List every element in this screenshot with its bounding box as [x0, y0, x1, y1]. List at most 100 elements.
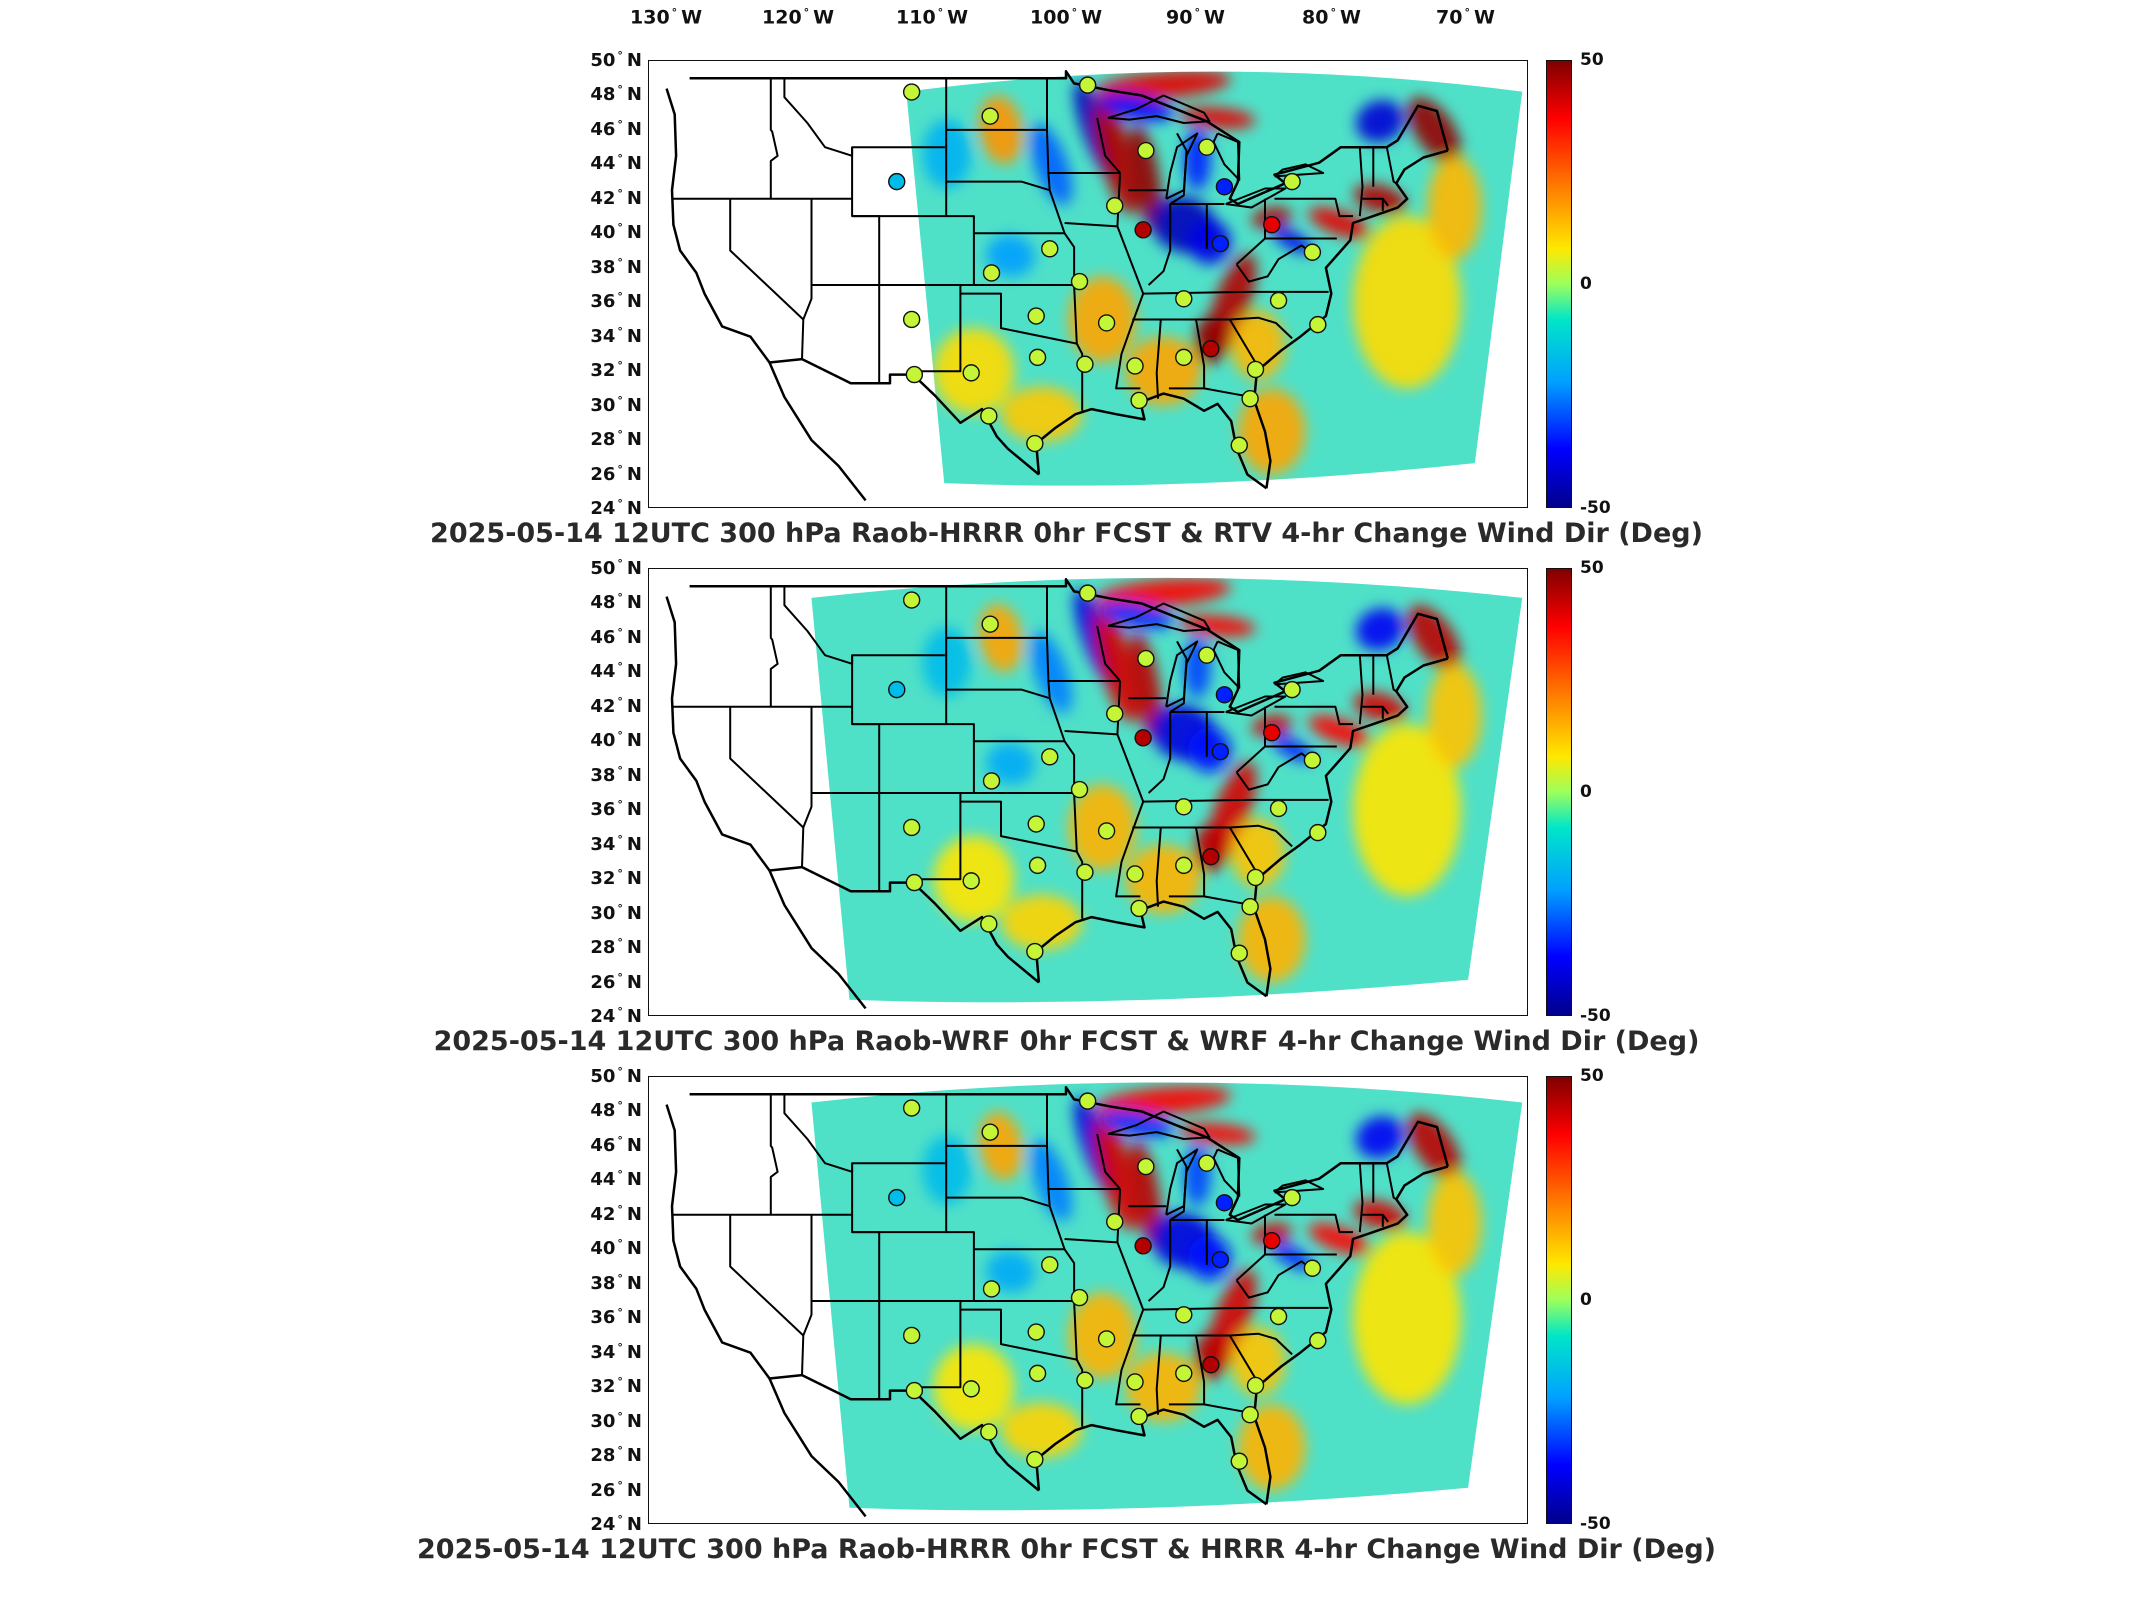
latitude-degree: 30 [590, 1410, 616, 1432]
colorbar [1546, 60, 1572, 508]
latitude-hemisphere: N [626, 1445, 642, 1467]
raob-station-marker [888, 680, 906, 699]
raob-station-marker [905, 365, 924, 384]
mexico-border [769, 357, 1040, 476]
latitude-label: 38 ° N [552, 1272, 642, 1294]
longitude-degree: 70 [1436, 6, 1463, 29]
field-anomaly [1308, 1223, 1371, 1255]
raob-station-marker [1230, 1452, 1248, 1470]
state-border [946, 1196, 1050, 1208]
latitude-degree: 34 [590, 833, 616, 855]
raob-station-marker [1175, 348, 1193, 367]
raob-station-marker [1175, 1306, 1193, 1324]
latitude-hemisphere: N [626, 1134, 642, 1156]
field-anomaly [1183, 128, 1211, 191]
state-border [1358, 147, 1364, 217]
state-border [1235, 745, 1266, 774]
latitude-degree: 40 [590, 730, 616, 752]
latitude-degree: 50 [590, 1066, 616, 1087]
west-coastline [665, 88, 771, 364]
latitude-label: 26 ° N [552, 463, 642, 485]
colorbar-min-label: -50 [1580, 1514, 1611, 1534]
latitude-label: 34 ° N [552, 325, 642, 347]
state-border [1073, 284, 1084, 411]
latitude-degree: 26 [590, 971, 616, 993]
raob-station-marker [1303, 751, 1322, 769]
latitude-degree: 32 [590, 360, 616, 382]
degree-symbol: ° [617, 49, 623, 62]
raob-station-marker [1070, 1288, 1089, 1307]
field-anomaly [1029, 1139, 1073, 1222]
longitude-label: 120 ° W [762, 6, 834, 28]
state-border [1064, 1238, 1118, 1244]
raob-station-marker [1269, 1307, 1288, 1326]
state-border [1168, 1335, 1206, 1406]
field-anomaly [1187, 1235, 1232, 1281]
raob-station-marker [980, 915, 998, 933]
panel-title: 2025-05-14 12UTC 300 hPa Raob-HRRR 0hr F… [430, 518, 1703, 549]
latitude-label: 28 ° N [552, 1444, 642, 1466]
raob-station-marker [1215, 178, 1234, 196]
degree-symbol: ° [617, 798, 623, 812]
baja-coastline [768, 1378, 867, 1518]
degree-symbol: ° [617, 255, 623, 269]
latitude-degree: 36 [590, 1307, 616, 1329]
degree-symbol: ° [617, 1375, 623, 1389]
degree-symbol: ° [617, 1478, 623, 1492]
latitude-degree: 40 [590, 222, 616, 244]
longitude-label: 110 ° W [896, 6, 968, 28]
state-border [1073, 1300, 1084, 1427]
latitude-label: 48 ° N [552, 1099, 642, 1121]
state-border [945, 78, 975, 285]
raob-station-marker [905, 873, 924, 892]
state-border [1096, 1133, 1121, 1190]
latitude-degree: 24 [590, 1006, 616, 1027]
degree-symbol: ° [617, 462, 623, 476]
latitude-label: 24 ° N [552, 497, 642, 519]
state-border [1229, 316, 1293, 340]
field-anomaly [1093, 97, 1139, 215]
raob-station-marker [902, 591, 921, 609]
colorbar-max-label: 50 [1580, 1066, 1604, 1086]
field-anomaly [1237, 388, 1306, 475]
raob-station-marker [902, 818, 921, 837]
raob-station-marker [1041, 240, 1059, 258]
colorbar-mid-label: 0 [1580, 1290, 1592, 1310]
field-anomaly [1231, 310, 1286, 380]
raob-station-marker [1106, 197, 1124, 215]
raob-station-marker [1283, 172, 1301, 191]
latitude-hemisphere: N [626, 695, 642, 717]
raob-station-marker [1175, 798, 1193, 816]
state-border [1274, 197, 1353, 218]
latitude-label: 34 ° N [552, 1341, 642, 1363]
gulf-coastline [1034, 900, 1268, 998]
state-border [1048, 697, 1076, 793]
longitude-label: 90 ° W [1166, 6, 1225, 28]
raob-station-marker [1026, 434, 1044, 453]
field-anomaly [1353, 216, 1462, 389]
raob-station-marker [980, 407, 998, 425]
state-border [911, 793, 962, 881]
latitude-hemisphere: N [626, 1376, 642, 1398]
latitude-degree: 50 [590, 558, 616, 579]
latitude-label: 26 ° N [552, 971, 642, 993]
raob-station-marker [1027, 1323, 1045, 1341]
raob-station-marker [1309, 823, 1327, 842]
panel-title: 2025-05-14 12UTC 300 hPa Raob-WRF 0hr FC… [433, 1026, 1700, 1057]
state-border [911, 285, 962, 373]
field-anomaly [1231, 1326, 1286, 1396]
latitude-hemisphere: N [626, 1341, 642, 1363]
field-anomaly [1427, 663, 1482, 768]
great-lake-outline [1273, 163, 1325, 178]
raob-station-marker [1041, 748, 1059, 766]
state-border [769, 78, 779, 199]
state-border [945, 1094, 975, 1301]
latitude-hemisphere: N [626, 1006, 642, 1027]
state-border [1235, 1253, 1266, 1282]
longitude-label: 70 ° W [1436, 6, 1495, 28]
latitude-label: 44 ° N [552, 1168, 642, 1190]
colorbar-max-label: 50 [1580, 50, 1604, 70]
raob-station-marker [981, 1123, 999, 1141]
longitude-degree: 110 [896, 6, 936, 29]
raob-station-marker [1134, 729, 1152, 747]
